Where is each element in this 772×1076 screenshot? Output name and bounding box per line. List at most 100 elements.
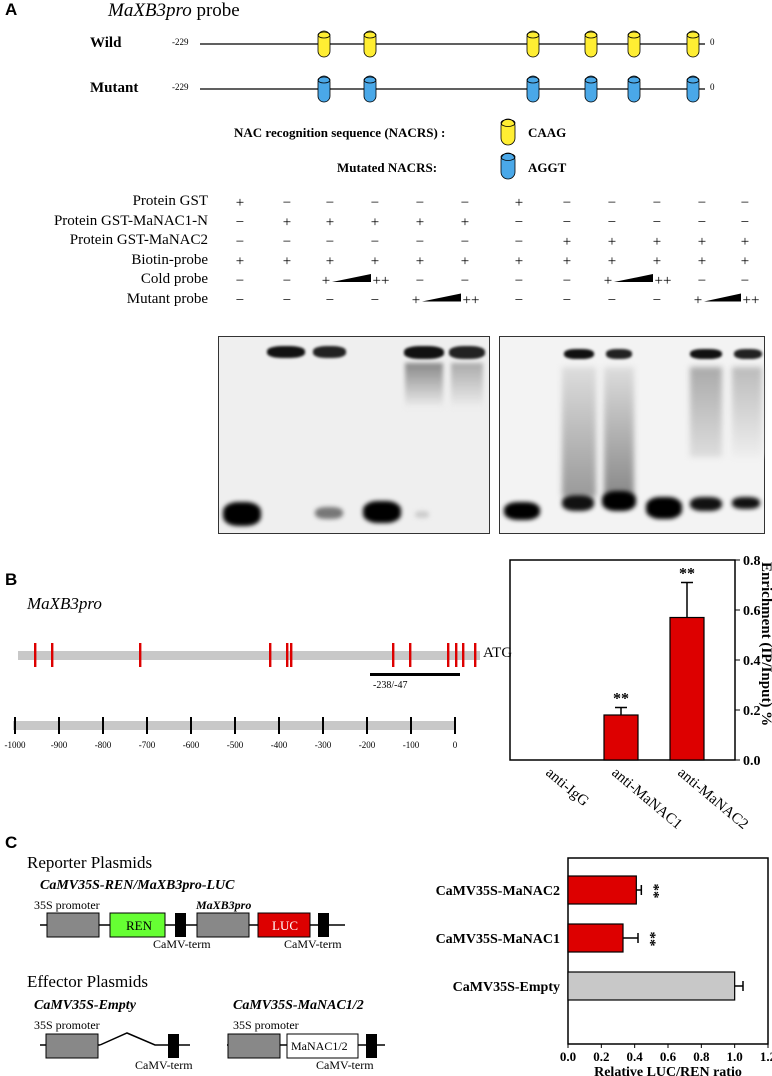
significance-mark: ** [642,932,658,947]
nacrs-site-mark [139,643,142,667]
lane-mark: − [283,273,291,289]
legend-mut-seq: AGGT [528,160,567,175]
lane-mark: − [741,215,749,231]
gel-smear [562,367,596,497]
gel-band [313,346,346,358]
lane-mark: − [698,273,706,289]
lane-mark: − [283,293,291,309]
gel-smear [732,367,762,457]
nacrs-site-mark [409,643,412,667]
lane-mark: − [515,273,523,289]
gel-free-probe [415,511,429,518]
lane-mark: + [322,273,330,289]
row-label: Mutant probe [126,290,208,307]
wild-nacrs-cylinder [317,30,331,58]
legend-nacrs-seq: CAAG [528,125,567,140]
lane-mark: − [416,195,424,211]
luc-label: LUC [272,918,298,933]
luc-bar [567,875,637,905]
scale-tick-label: -900 [51,740,68,750]
terminator-box [366,1034,377,1058]
category-label: CaMV35S-Empty [453,980,560,995]
lane-mark: − [283,234,291,250]
gradient-wedge [704,293,741,302]
lane-mark: + [563,254,571,270]
x-tick-label: 1.0 [727,1049,743,1064]
gel-free-probe [732,497,760,509]
promoter-35s-box [45,1033,99,1059]
mutant-nacrs-cylinder [363,75,377,103]
gel-smear [690,367,722,457]
lane-mark: − [326,293,334,309]
scale-tick-label: -700 [139,740,156,750]
nacrs-site-mark [455,643,458,667]
lane-mark: − [416,234,424,250]
luc-box [257,912,311,938]
lane-mark: − [283,195,291,211]
gradient-wedge [614,274,653,282]
lane-mark: + [653,254,661,270]
lane-mark: + [563,234,571,250]
lane-mark: − [563,273,571,289]
panel-a-title: MaXB3pro probe [108,0,240,21]
nacrs-site-mark [447,643,450,667]
wild-label: Wild [90,35,122,51]
effector-35s-label-2: 35S promoter [233,1018,299,1032]
gel-free-probe [602,491,636,511]
significance-mark: ** [679,566,695,583]
wild-nacrs-cylinder [584,30,598,58]
category-label: CaMV35S-MaNAC2 [436,884,560,899]
gel-band [404,346,444,359]
reporter-term-1: CaMV-term [153,937,211,951]
gel-free-probe [562,495,594,511]
row-label: Cold probe [140,271,208,287]
gel-band [449,346,485,359]
lane-mark: ++ [743,293,760,309]
category-label: CaMV35S-MaNAC1 [436,932,560,947]
y-tick-label: 0.8 [743,554,761,569]
gel-free-probe [646,497,682,519]
lane-mark: ++ [463,293,480,309]
lane-mark: + [608,254,616,270]
lane-mark: − [698,215,706,231]
lane-mark: − [515,215,523,231]
lane-mark: − [653,195,661,211]
lane-mark: − [741,273,749,289]
scale-tick-label: 0 [453,740,458,750]
scale-tick [366,717,368,734]
scale-tick [410,717,412,734]
lane-mark: + [236,254,244,270]
lane-mark: − [563,293,571,309]
gel-smear [405,363,443,408]
effector-title: Effector Plasmids [27,972,149,991]
promoter-bar [18,651,480,660]
effector-term-1: CaMV-term [135,1058,193,1072]
y-tick-label: 0.0 [743,754,761,769]
scale-tick-label: -1000 [5,740,26,750]
legend-wild-cylinder [500,118,516,146]
nacrs-site-mark [34,643,37,667]
x-tick-label: 0.4 [627,1049,644,1064]
lane-mark: − [653,293,661,309]
legend-mutant-cylinder [500,152,516,180]
mutant-nacrs-cylinder [686,75,700,103]
reporter-title: Reporter Plasmids [27,853,153,872]
lane-mark: − [741,195,749,211]
lane-mark: − [461,273,469,289]
luc-bar [567,971,736,1001]
gel-smear [604,367,634,497]
gel-free-probe [223,502,261,526]
lane-mark: + [653,234,661,250]
lane-mark: − [326,195,334,211]
terminator-box [318,913,329,937]
nacrs-site-mark [51,643,54,667]
luc-bar [567,923,624,953]
chip-region-line [370,673,460,676]
lane-mark: + [371,254,379,270]
scale-tick [234,717,236,734]
row-label: Protein GST [132,193,208,209]
lane-mark: + [236,195,244,211]
lane-mark: − [608,293,616,309]
lane-mark: − [461,234,469,250]
lane-mark: + [694,293,702,309]
